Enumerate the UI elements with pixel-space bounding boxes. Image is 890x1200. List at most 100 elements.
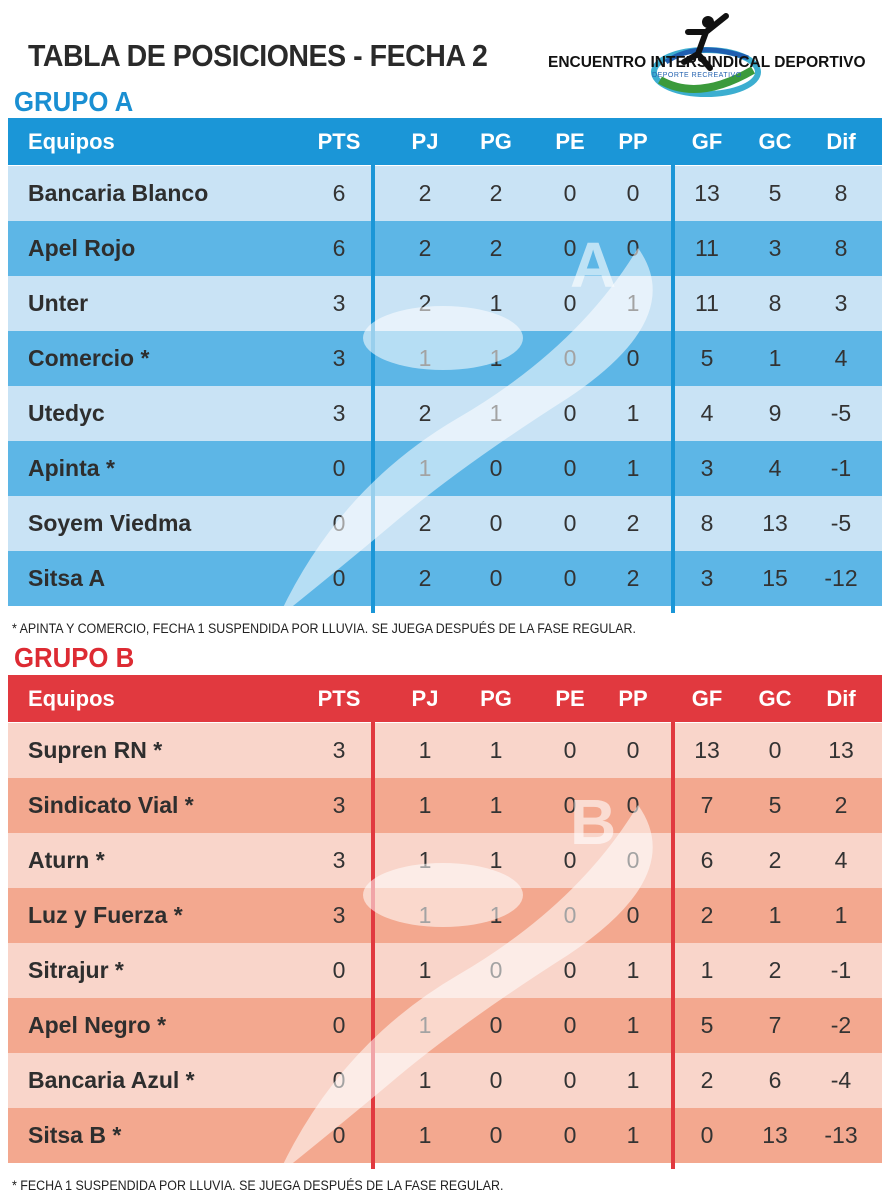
logo-text-left: ENCUENTRO xyxy=(548,54,647,71)
cell-dif: -1 xyxy=(830,455,852,481)
cell-gf: 5 xyxy=(700,345,714,371)
cell-pp: 1 xyxy=(626,957,640,983)
cell-pts: 0 xyxy=(332,510,346,536)
cell-gc: 2 xyxy=(768,957,782,983)
cell-dif: -4 xyxy=(830,1067,852,1093)
cell-gc: 7 xyxy=(768,1012,782,1038)
cell-pg: 2 xyxy=(489,235,503,261)
cell-pg: 0 xyxy=(489,1012,503,1038)
column-header-pe: PE xyxy=(555,685,585,711)
cell-pe: 0 xyxy=(563,180,577,206)
cell-pj: 1 xyxy=(418,847,432,873)
cell-gc: 15 xyxy=(762,565,788,591)
cell-pts: 3 xyxy=(332,737,346,763)
cell-dif: 8 xyxy=(834,235,848,261)
cell-pe: 0 xyxy=(563,1122,577,1148)
cell-gc: 3 xyxy=(768,235,782,261)
cell-team: Sitsa A xyxy=(28,565,106,591)
group-b-footnote: * FECHA 1 SUSPENDIDA POR LLUVIA. SE JUEG… xyxy=(12,1178,504,1193)
cell-pts: 0 xyxy=(332,1067,346,1093)
athlete-logo-icon xyxy=(651,13,761,97)
cell-gf: 2 xyxy=(700,902,714,928)
cell-pj: 2 xyxy=(418,235,432,261)
logo-subtitle: DEPORTE RECREATIVO xyxy=(652,72,742,79)
cell-dif: 2 xyxy=(834,792,848,818)
table-row: Aturn * 3 1 1 0 0 6 2 4 xyxy=(8,833,882,888)
cell-gf: 11 xyxy=(695,235,719,261)
cell-pj: 2 xyxy=(418,180,432,206)
column-header-pts: PTS xyxy=(317,128,361,154)
cell-pts: 3 xyxy=(332,290,346,316)
cell-pg: 0 xyxy=(489,565,503,591)
cell-gc: 1 xyxy=(768,345,782,371)
cell-pe: 0 xyxy=(563,737,577,763)
cell-gf: 13 xyxy=(694,737,720,763)
cell-team: Soyem Viedma xyxy=(28,510,192,536)
cell-pj: 2 xyxy=(418,565,432,591)
cell-pp: 1 xyxy=(626,400,640,426)
cell-gf: 13 xyxy=(694,180,720,206)
cell-pp: 2 xyxy=(626,565,640,591)
cell-pe: 0 xyxy=(563,902,577,928)
cell-gf: 3 xyxy=(700,565,714,591)
cell-pe: 0 xyxy=(563,1067,577,1093)
column-header-gf: GF xyxy=(691,128,723,154)
cell-pj: 2 xyxy=(418,400,432,426)
cell-pts: 3 xyxy=(332,345,346,371)
table-row: Bancaria Azul * 0 1 0 0 1 2 6 -4 xyxy=(8,1053,882,1108)
cell-pg: 2 xyxy=(489,180,503,206)
cell-pe: 0 xyxy=(563,565,577,591)
cell-gc: 9 xyxy=(768,400,782,426)
cell-pts: 3 xyxy=(332,902,346,928)
column-header-pj: PJ xyxy=(411,685,439,711)
cell-pg: 1 xyxy=(489,400,503,426)
cell-gc: 6 xyxy=(768,1067,782,1093)
cell-team: Sitrajur * xyxy=(28,957,124,983)
cell-pj: 1 xyxy=(418,1067,432,1093)
cell-gc: 1 xyxy=(768,902,782,928)
cell-pj: 1 xyxy=(418,1012,432,1038)
cell-pg: 1 xyxy=(489,902,503,928)
column-header-gf: GF xyxy=(691,685,723,711)
table-row: Comercio * 3 1 1 0 0 5 1 4 xyxy=(8,331,882,386)
cell-pe: 0 xyxy=(563,1012,577,1038)
column-header-dif: Dif xyxy=(826,128,856,154)
cell-pj: 1 xyxy=(418,902,432,928)
cell-team: Bancaria Blanco xyxy=(28,180,209,206)
cell-pg: 1 xyxy=(489,847,503,873)
cell-dif: 3 xyxy=(834,290,848,316)
cell-pp: 0 xyxy=(626,737,640,763)
column-divider xyxy=(671,165,675,613)
cell-dif: -1 xyxy=(830,957,852,983)
column-header-gc: GC xyxy=(758,685,792,711)
table-row: Sindicato Vial * 3 1 1 0 0 7 5 2 xyxy=(8,778,882,833)
group-a-footnote: * APINTA Y COMERCIO, FECHA 1 SUSPENDIDA … xyxy=(12,621,636,636)
cell-pj: 1 xyxy=(418,957,432,983)
column-header-pe: PE xyxy=(555,128,585,154)
cell-pj: 1 xyxy=(418,455,432,481)
cell-pg: 1 xyxy=(489,737,503,763)
cell-pts: 0 xyxy=(332,957,346,983)
cell-gc: 0 xyxy=(768,737,782,763)
column-divider xyxy=(371,165,375,613)
group-b-table: Equipos PTS PJ PG PE PP GF GC Dif Supren… xyxy=(8,675,882,1169)
column-header-gc: GC xyxy=(758,128,792,154)
cell-pj: 1 xyxy=(418,345,432,371)
cell-pp: 0 xyxy=(626,345,640,371)
cell-gc: 8 xyxy=(768,290,782,316)
page-title: TABLA DE POSICIONES - FECHA 2 xyxy=(28,38,488,73)
column-header-equipos: Equipos xyxy=(28,128,115,154)
cell-pj: 2 xyxy=(418,510,432,536)
cell-team: Luz y Fuerza * xyxy=(28,902,183,928)
table-row: Supren RN * 3 1 1 0 0 13 0 13 xyxy=(8,723,882,778)
cell-pg: 0 xyxy=(489,1067,503,1093)
cell-pts: 0 xyxy=(332,565,346,591)
column-header-pts: PTS xyxy=(317,685,361,711)
column-header-pp: PP xyxy=(618,685,648,711)
table-row: Apel Rojo 6 2 2 0 0 11 3 8 xyxy=(8,221,882,276)
cell-pe: 0 xyxy=(563,957,577,983)
cell-pp: 2 xyxy=(626,510,640,536)
cell-pe: 0 xyxy=(563,455,577,481)
table-row: Utedyc 3 2 1 0 1 4 9 -5 xyxy=(8,386,882,441)
cell-pts: 0 xyxy=(332,455,346,481)
